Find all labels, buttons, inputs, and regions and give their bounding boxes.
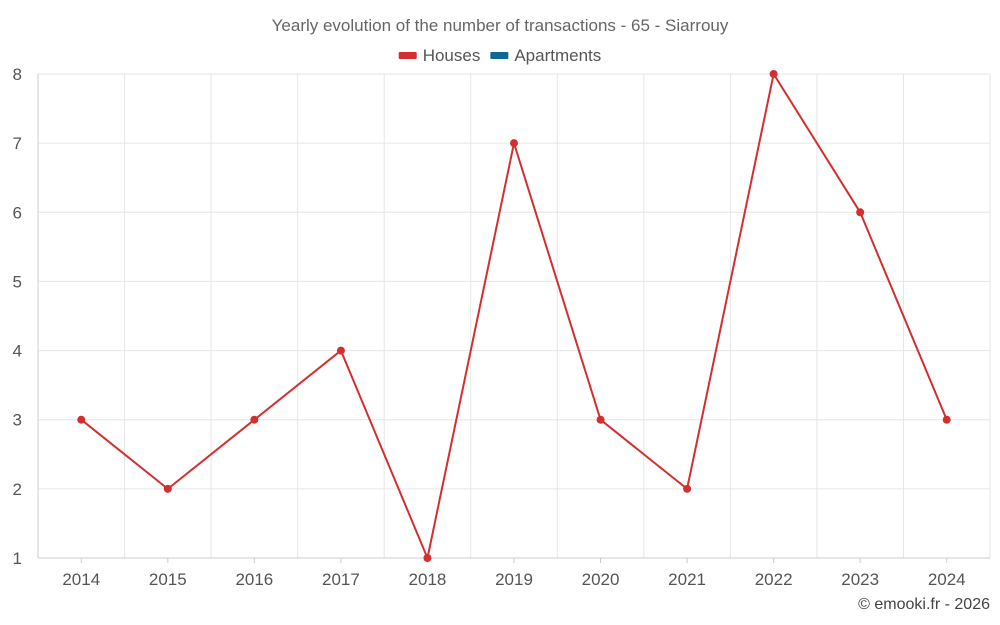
legend-label-apartments: Apartments: [514, 46, 601, 65]
x-tick-label: 2023: [841, 570, 879, 589]
y-tick-label: 4: [13, 342, 22, 361]
y-tick-label: 2: [13, 480, 22, 499]
x-tick-label: 2022: [755, 570, 793, 589]
chart-title: Yearly evolution of the number of transa…: [272, 16, 729, 35]
data-point-houses[interactable]: [769, 70, 778, 78]
data-point-houses[interactable]: [856, 208, 865, 217]
data-point-houses[interactable]: [77, 415, 86, 424]
x-tick-label: 2014: [62, 570, 100, 589]
data-point-houses[interactable]: [510, 139, 518, 148]
legend-swatch-apartments[interactable]: [490, 52, 509, 59]
x-tick-label: 2019: [495, 570, 533, 589]
x-tick-label: 2015: [149, 570, 187, 589]
y-tick-label: 1: [13, 549, 22, 568]
series: [77, 70, 951, 562]
axes: 1 2 3 4 5 6 7 8 2014 2015 2016 2017 2018 2019 2020 2021…: [13, 65, 990, 589]
x-tick-label: 2016: [235, 570, 273, 589]
legend-swatch-houses[interactable]: [398, 52, 417, 59]
data-point-houses[interactable]: [250, 415, 259, 424]
y-tick-label: 3: [13, 411, 22, 430]
x-tick-label: 2018: [409, 570, 447, 589]
data-point-houses[interactable]: [683, 484, 692, 493]
x-tick-label: 2024: [928, 570, 966, 589]
data-point-houses[interactable]: [423, 554, 432, 562]
x-tick-label: 2017: [322, 570, 360, 589]
y-tick-label: 6: [13, 203, 22, 222]
data-point-houses[interactable]: [336, 346, 345, 355]
y-tick-label: 5: [13, 272, 22, 291]
data-point-houses[interactable]: [163, 484, 172, 493]
x-tick-label: 2020: [582, 570, 620, 589]
legend-label-houses: Houses: [423, 46, 481, 65]
data-point-houses[interactable]: [942, 415, 951, 424]
x-tick-label: 2021: [668, 570, 706, 589]
y-tick-label: 8: [13, 65, 22, 84]
legend: Houses Apartments: [398, 46, 601, 65]
credit-text: © emooki.fr - 2026: [858, 596, 990, 613]
y-tick-label: 7: [13, 134, 22, 153]
data-point-houses[interactable]: [596, 415, 605, 424]
